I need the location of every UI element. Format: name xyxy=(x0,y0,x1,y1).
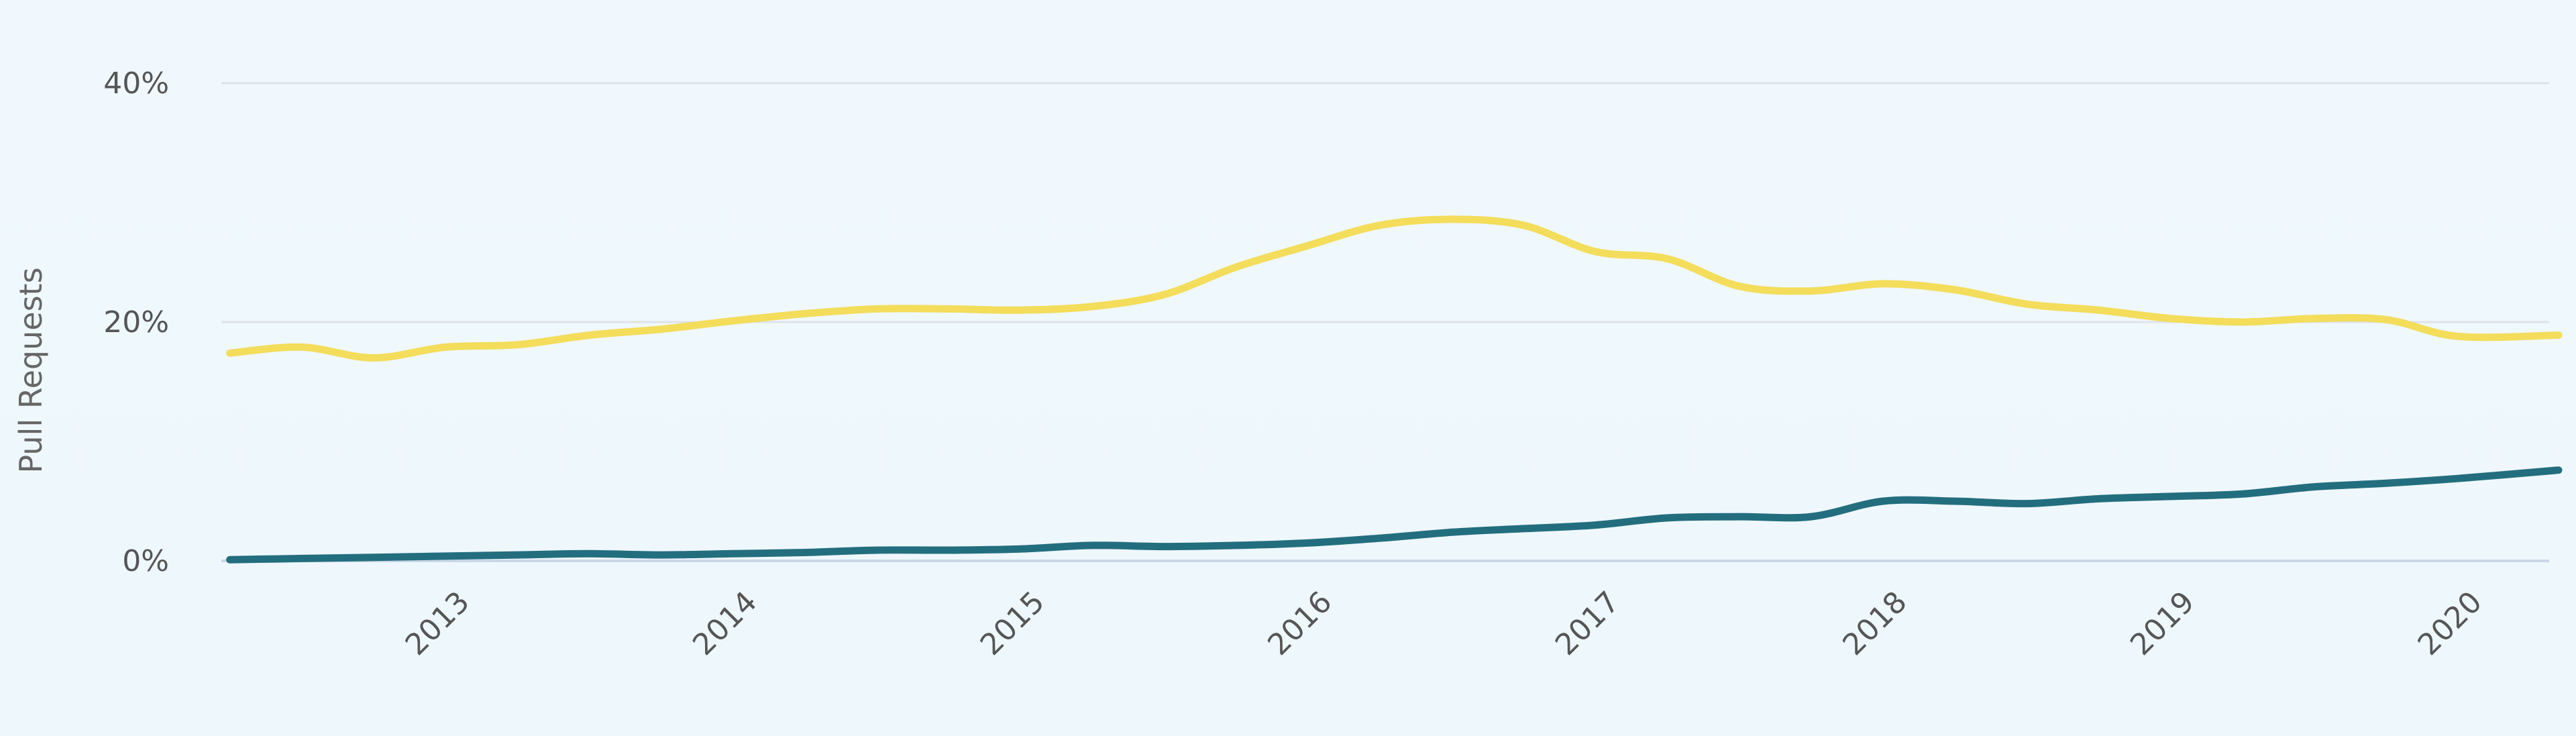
x-tick-label: 2014 xyxy=(686,585,763,662)
x-tick-label: 2016 xyxy=(1261,585,1338,662)
x-tick-label: 2015 xyxy=(974,585,1051,662)
x-tick-label: 2020 xyxy=(2412,585,2489,662)
x-tick-label: 2018 xyxy=(1836,585,1913,662)
series-line-1 xyxy=(226,215,2563,362)
y-axis-title: Pull Requests xyxy=(13,267,49,473)
x-axis-ticks: 2013 2014 2015 2016 2017 2018 2019 2020 xyxy=(399,585,2489,662)
x-tick-label: 2019 xyxy=(2124,585,2201,662)
series-line-2 xyxy=(226,466,2563,564)
y-tick-label: 0% xyxy=(122,544,169,578)
y-tick-label: 40% xyxy=(103,66,169,101)
y-tick-label: 20% xyxy=(103,305,169,339)
x-tick-label: 2013 xyxy=(399,585,476,662)
series-lines xyxy=(226,215,2563,564)
x-tick-label: 2017 xyxy=(1549,585,1626,662)
y-axis-ticks: 0% 20% 40% xyxy=(103,66,169,578)
gridlines xyxy=(221,82,2549,562)
